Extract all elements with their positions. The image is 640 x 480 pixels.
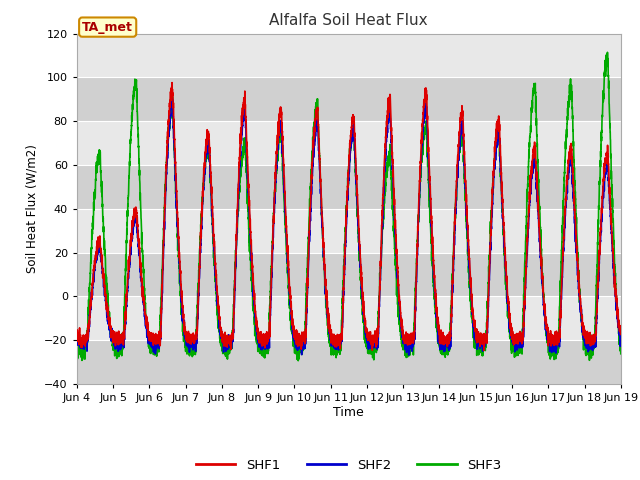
SHF2 — [441, 342, 449, 348]
SHF2 — [471, 336, 479, 342]
SHF2 — [502, 271, 509, 277]
Bar — [77, 165, 621, 209]
SHF1 — [616, 325, 624, 331]
SHF3 — [604, 49, 611, 55]
SHF3 — [617, 351, 625, 357]
SHF3 — [441, 349, 449, 355]
Line: SHF3: SHF3 — [77, 52, 621, 360]
Bar — [77, 252, 621, 296]
SHF3 — [294, 358, 302, 363]
SHF1 — [502, 259, 509, 264]
Bar — [77, 121, 621, 165]
Bar — [77, 209, 621, 252]
Title: Alfalfa Soil Heat Flux: Alfalfa Soil Heat Flux — [269, 13, 428, 28]
SHF2 — [73, 333, 81, 339]
SHF1 — [171, 136, 179, 142]
Bar — [77, 340, 621, 384]
SHF1 — [617, 326, 625, 332]
SHF2 — [329, 341, 337, 347]
SHF3 — [502, 282, 509, 288]
SHF2 — [405, 352, 413, 358]
Legend: SHF1, SHF2, SHF3: SHF1, SHF2, SHF3 — [191, 454, 507, 477]
SHF3 — [329, 346, 337, 352]
Bar — [77, 34, 621, 77]
SHF1 — [73, 334, 81, 339]
SHF3 — [616, 348, 624, 354]
SHF1 — [480, 348, 488, 353]
SHF2 — [616, 343, 624, 349]
SHF3 — [471, 334, 479, 340]
SHF1 — [329, 338, 337, 344]
SHF3 — [171, 155, 179, 160]
SHF2 — [171, 153, 179, 159]
Bar — [77, 296, 621, 340]
Line: SHF2: SHF2 — [77, 98, 621, 355]
Y-axis label: Soil Heat Flux (W/m2): Soil Heat Flux (W/m2) — [26, 144, 38, 273]
SHF2 — [617, 330, 625, 336]
SHF1 — [471, 322, 479, 327]
SHF3 — [73, 340, 81, 346]
Line: SHF1: SHF1 — [77, 83, 621, 350]
X-axis label: Time: Time — [333, 406, 364, 419]
SHF1 — [168, 80, 176, 85]
SHF2 — [168, 96, 176, 101]
Bar — [77, 77, 621, 121]
SHF1 — [441, 341, 449, 347]
Text: TA_met: TA_met — [82, 21, 133, 34]
